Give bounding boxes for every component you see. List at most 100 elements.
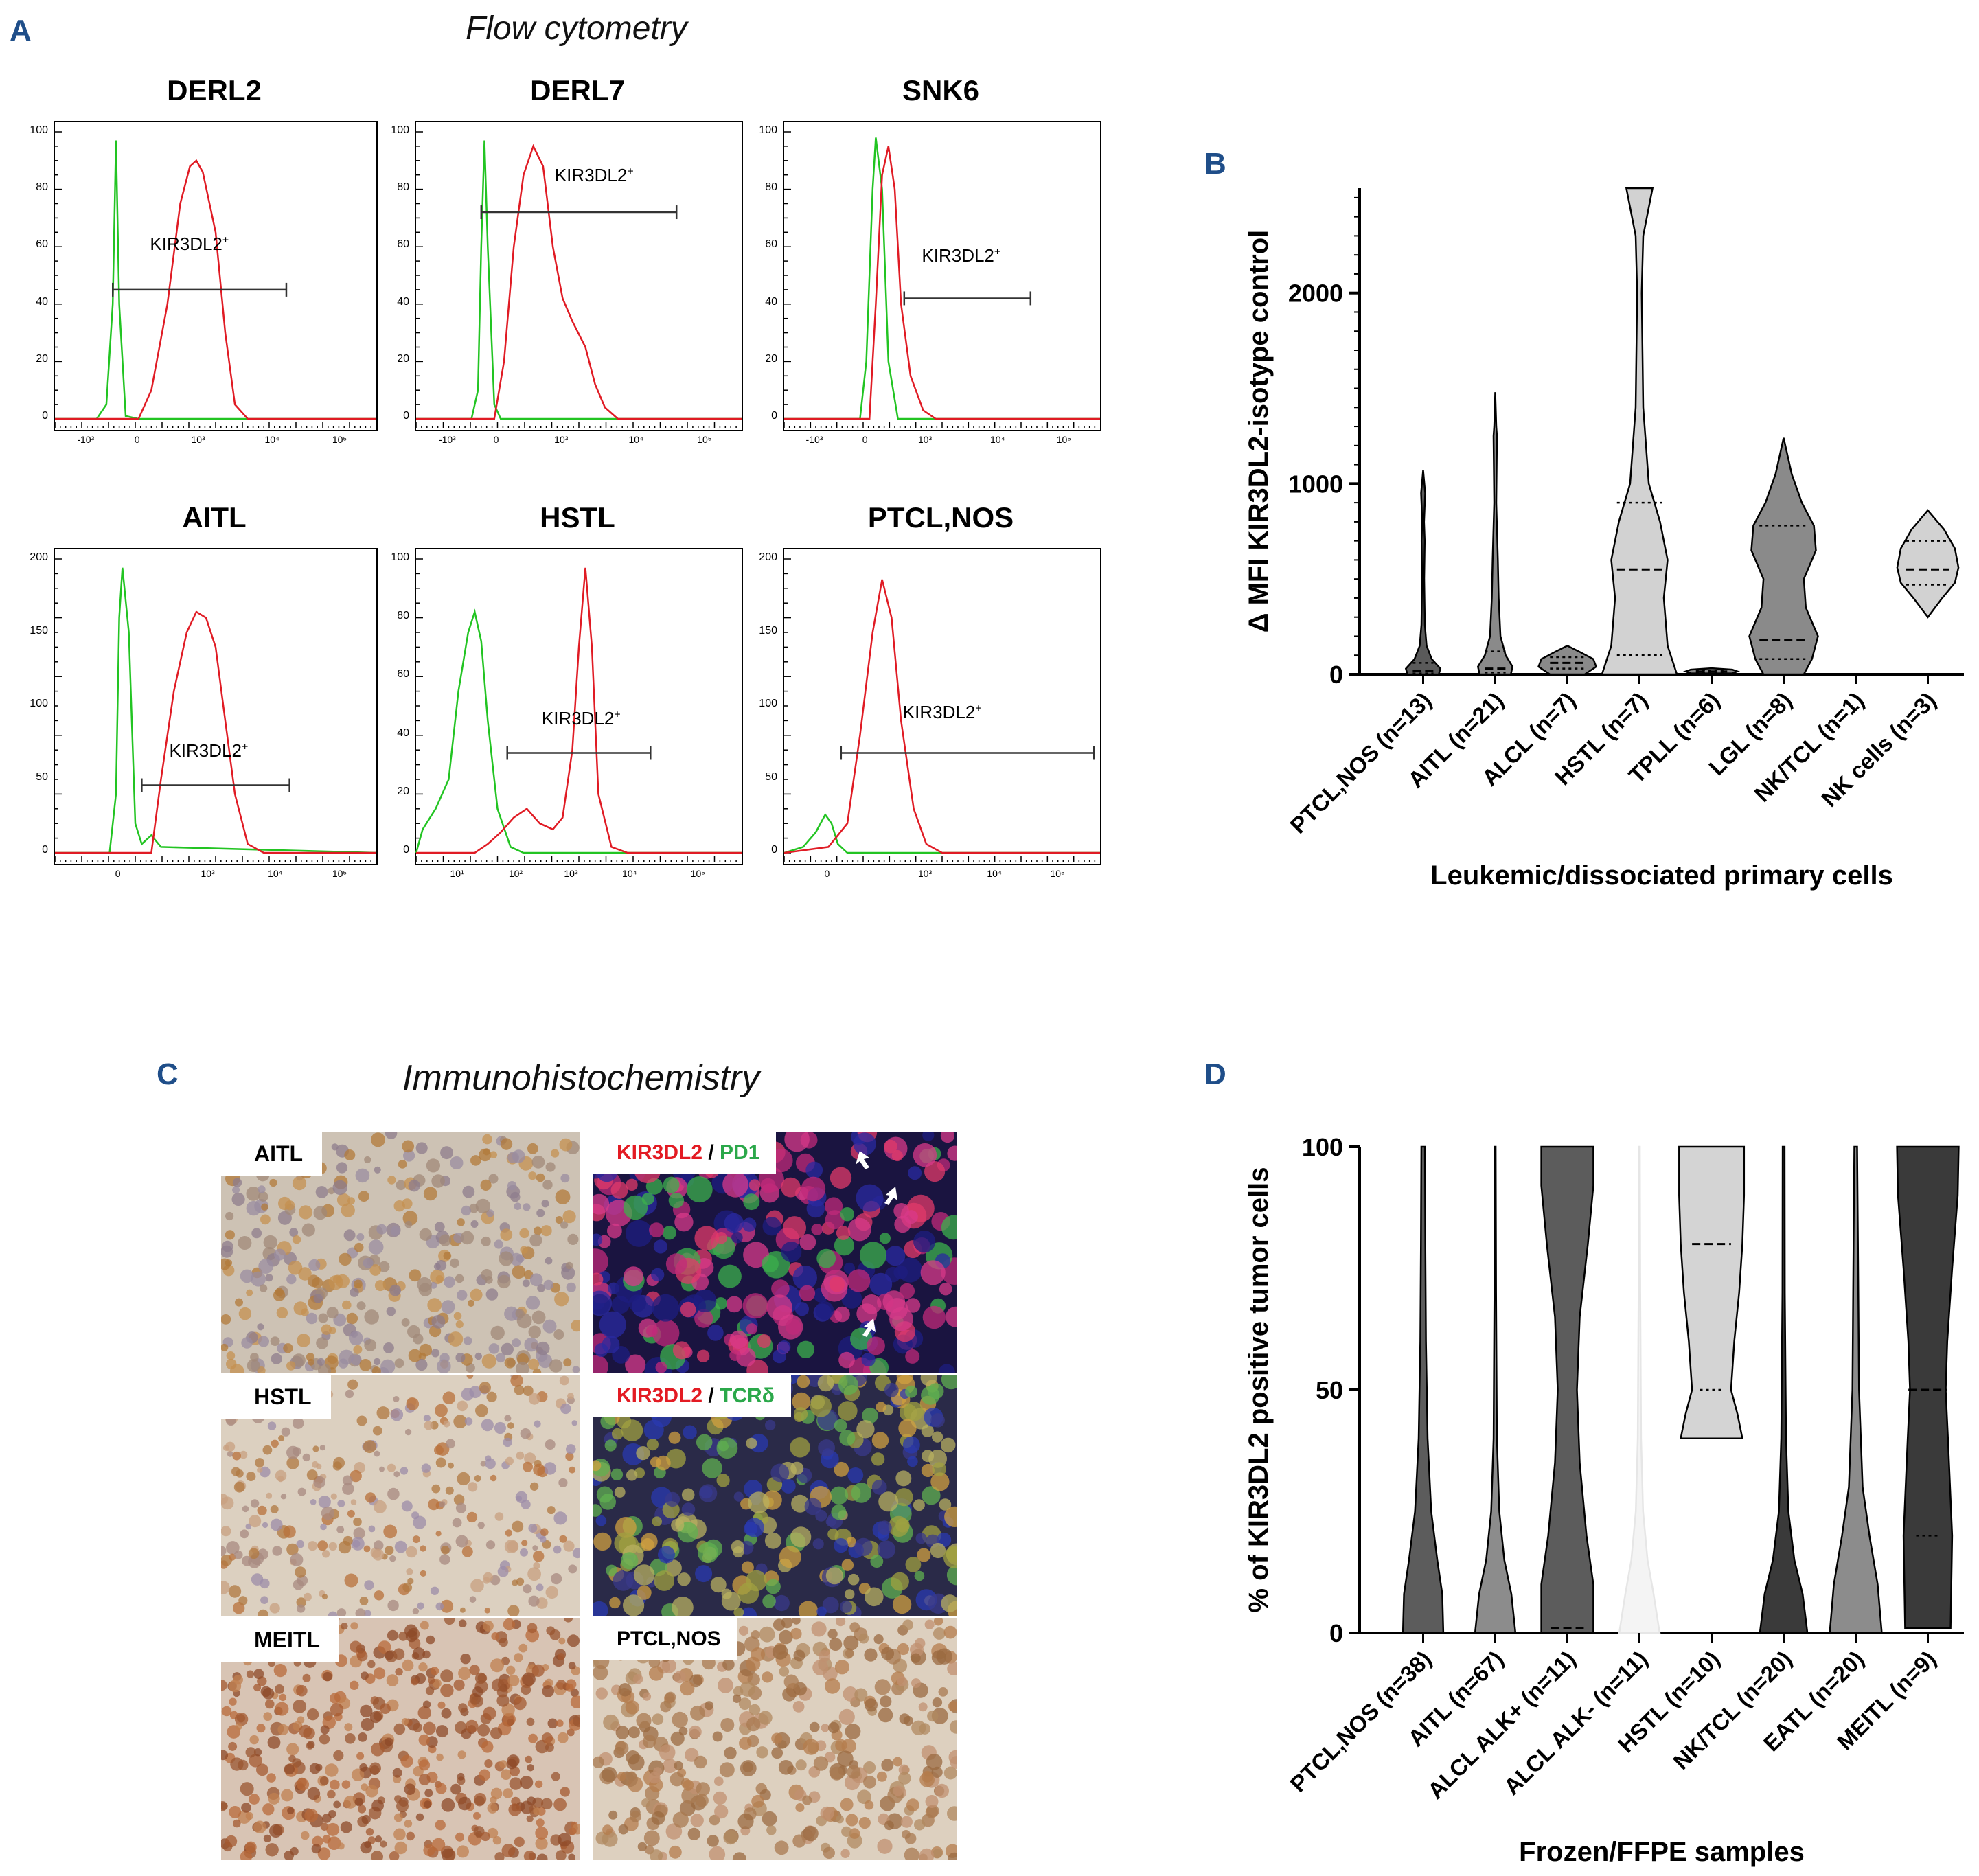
cell-dot: [939, 1282, 952, 1296]
cell-dot: [425, 1686, 435, 1695]
cell-dot: [621, 1419, 643, 1441]
cell-dot: [683, 1779, 694, 1791]
cell-dot: [301, 1223, 315, 1237]
cell-dot: [242, 1555, 252, 1566]
cell-dot: [719, 1762, 735, 1778]
cell-dot: [479, 1769, 491, 1781]
cell-dot: [839, 1430, 856, 1446]
cell-dot: [490, 1325, 505, 1340]
cell-dot: [402, 1582, 413, 1592]
cell-dot: [409, 1269, 422, 1282]
cell-dot: [407, 1577, 414, 1585]
y-tick-label: 60: [397, 238, 409, 251]
y-tick-label: 0: [403, 844, 409, 856]
cell-dot: [554, 1292, 569, 1307]
histogram-svg: [415, 131, 742, 428]
cell-dot: [931, 1650, 946, 1665]
x-tick-label: 10⁵: [690, 868, 706, 879]
cell-dot: [765, 1419, 776, 1431]
cell-dot: [368, 1239, 384, 1255]
cell-dot: [341, 1623, 348, 1630]
cell-dot: [258, 1191, 268, 1202]
cell-dot: [239, 1450, 248, 1459]
cell-dot: [337, 1500, 345, 1507]
cell-dot: [221, 1546, 227, 1557]
cell-dot: [856, 1184, 884, 1212]
cell-dot: [393, 1723, 406, 1735]
cell-dot: [418, 1662, 428, 1672]
cell-dot: [541, 1732, 553, 1744]
cell-dot: [428, 1677, 435, 1684]
x-tick-label: 10¹: [450, 868, 464, 879]
cell-dot: [917, 1548, 931, 1562]
y-tick-label: 200: [759, 551, 777, 563]
cell-dot: [369, 1711, 382, 1724]
cell-dot: [474, 1475, 481, 1482]
cell-dot: [625, 1220, 653, 1247]
cell-dot: [560, 1221, 569, 1229]
cell-dot: [716, 1437, 738, 1459]
cell-dot: [558, 1478, 568, 1487]
gate-label-sup: +: [627, 165, 634, 177]
cell-dot: [746, 1323, 757, 1335]
cell-dot: [490, 1151, 498, 1158]
cell-dot: [593, 1272, 604, 1286]
violin-shape: [1678, 1145, 1746, 1440]
cell-dot: [356, 1650, 368, 1662]
cell-dot: [876, 1771, 887, 1782]
cell-dot: [847, 1217, 871, 1242]
cell-dot: [743, 1193, 760, 1211]
cell-dot: [481, 1741, 494, 1753]
cell-dot: [559, 1535, 567, 1543]
cell-dot: [413, 1515, 426, 1529]
cell-dot: [840, 1600, 852, 1613]
cell-dot: [246, 1187, 261, 1201]
cell-dot: [847, 1467, 864, 1483]
cell-dot: [825, 1678, 840, 1694]
cell-dot: [278, 1435, 285, 1441]
cell-dot: [360, 1704, 373, 1718]
cell-dot: [748, 1491, 770, 1513]
cell-dot: [485, 1458, 496, 1469]
cell-dot: [532, 1545, 538, 1551]
cell-dot: [250, 1499, 260, 1508]
cell-dot: [435, 1783, 447, 1794]
cell-dot: [540, 1225, 552, 1237]
cell-dot: [697, 1542, 719, 1564]
cell-dot: [865, 1587, 884, 1607]
cell-dot: [345, 1389, 354, 1399]
cell-dot: [290, 1846, 299, 1856]
cell-dot: [411, 1678, 419, 1686]
cell-dot: [514, 1202, 522, 1210]
cell-dot: [490, 1658, 504, 1673]
cell-dot: [666, 1448, 686, 1469]
cell-dot: [440, 1146, 453, 1160]
cell-dot: [551, 1772, 560, 1781]
cell-dot: [419, 1228, 432, 1241]
cell-dot: [494, 1852, 505, 1860]
cell-dot: [437, 1701, 446, 1709]
cell-dot: [469, 1665, 480, 1675]
cell-dot: [560, 1787, 570, 1797]
violin-chart-d: 0 50 100 % of KIR3DL2 positive tumor cells F…: [1244, 1133, 1964, 1867]
cell-dot: [460, 1654, 471, 1665]
gate-label-text: KIR3DL2: [150, 233, 222, 254]
cell-dot: [230, 1757, 244, 1771]
cell-dot: [731, 1540, 744, 1553]
cell-dot: [265, 1699, 275, 1709]
cell-dot: [943, 1625, 957, 1639]
y-tick-label: 2000: [1288, 279, 1343, 308]
cell-dot: [244, 1841, 257, 1853]
cell-dot: [528, 1171, 537, 1180]
cell-dot: [401, 1718, 409, 1726]
cell-dot: [748, 1179, 761, 1191]
cell-dot: [365, 1828, 374, 1836]
gate-label-text: KIR3DL2: [169, 740, 242, 761]
violin-shape: [1537, 645, 1598, 676]
cell-dot: [320, 1725, 330, 1735]
panel-letter-a: A: [10, 14, 32, 47]
cell-dot: [474, 1352, 482, 1360]
cell-dot: [417, 1706, 431, 1720]
violin-shape: [1402, 1145, 1445, 1634]
cell-dot: [564, 1618, 573, 1623]
